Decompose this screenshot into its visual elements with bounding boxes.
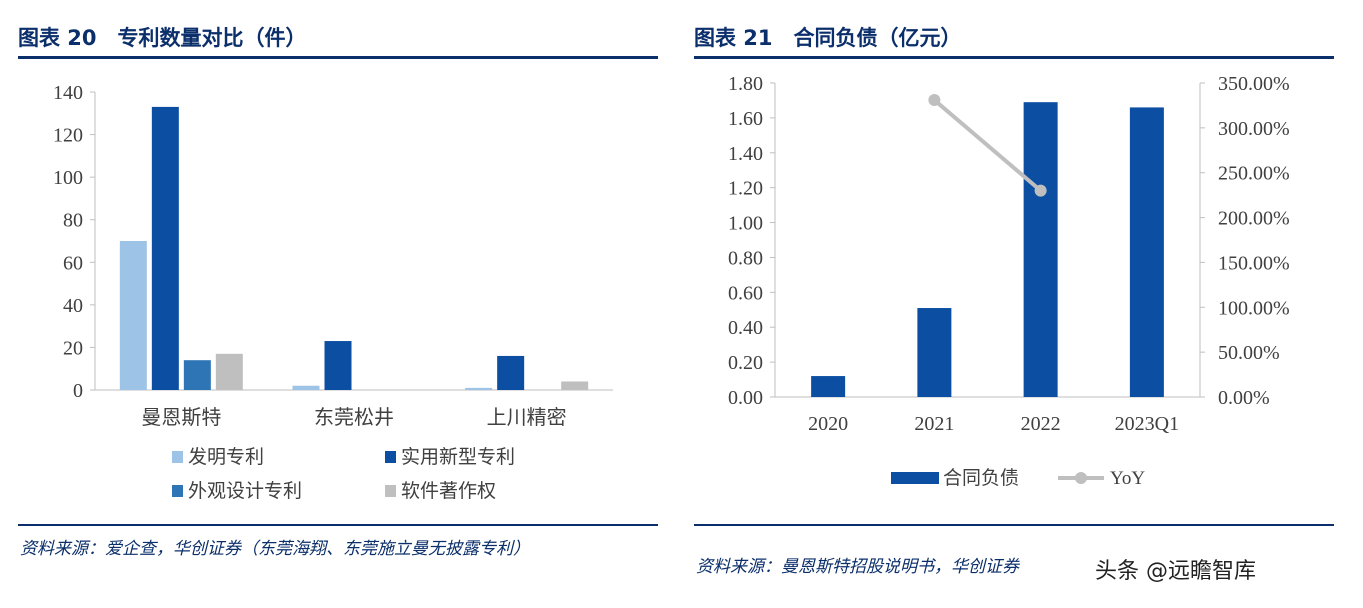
legend-label: 外观设计专利 (188, 480, 302, 502)
right-source-rule (694, 524, 1334, 526)
x-tick-label: 2021 (914, 413, 954, 435)
y-tick-label: 1.00 (728, 213, 763, 235)
bar-2 (151, 106, 179, 391)
bar (1023, 102, 1058, 397)
y-tick-label: 0.60 (728, 282, 763, 304)
bar (811, 376, 846, 397)
legend-label: 发明专利 (188, 446, 264, 468)
bar-4 (215, 353, 243, 390)
y-tick-label: 1.20 (728, 178, 763, 200)
left-source-rule (18, 524, 658, 526)
yoy-point (928, 94, 941, 107)
y2-tick-label: 350.00% (1218, 73, 1290, 95)
legend-label: YoY (1110, 468, 1145, 489)
legend-label: 实用新型专利 (401, 446, 515, 468)
y-tick-label: 0.00 (728, 387, 763, 409)
left-chart-title: 图表 20 专利数量对比（件） (18, 26, 307, 50)
legend-swatch (172, 451, 183, 463)
x-tick-label: 上川精密 (487, 406, 567, 429)
y-tick-label: 20 (63, 337, 83, 359)
y-tick-label: 80 (63, 210, 83, 232)
right-chart-title: 图表 21 合同负债（亿元） (694, 26, 962, 50)
left-title-rule (18, 56, 658, 59)
yoy-point (1034, 184, 1047, 197)
y-tick-label: 40 (63, 295, 83, 317)
y-tick-label: 100 (53, 167, 83, 189)
right-title-rule (694, 56, 1334, 59)
bar-1 (119, 241, 147, 390)
y2-tick-label: 0.00% (1218, 387, 1270, 409)
x-tick-label: 东莞松井 (314, 406, 394, 429)
right-source: 资料来源：曼恩斯特招股说明书，华创证券 (696, 557, 1019, 577)
x-tick-label: 2020 (808, 413, 848, 435)
bar-1 (465, 387, 493, 390)
legend-swatch (385, 451, 396, 463)
y2-tick-label: 150.00% (1218, 252, 1290, 274)
bar (1129, 107, 1164, 397)
yoy-line (933, 98, 1042, 193)
legend-swatch (172, 485, 183, 497)
legend-swatch-bar (891, 472, 939, 484)
legend-swatch (385, 485, 396, 497)
y-tick-label: 1.80 (728, 73, 763, 95)
x-tick-label: 2023Q1 (1115, 413, 1179, 435)
watermark: 头条 @远瞻智库 (1095, 553, 1256, 585)
left-source: 资料来源：爱企查，华创证券（东莞海翔、东莞施立曼无披露专利） (20, 539, 530, 559)
y-tick-label: 140 (53, 82, 83, 104)
bar-3 (183, 360, 211, 390)
y2-tick-label: 250.00% (1218, 163, 1290, 185)
legend-label: 合同负债 (943, 467, 1019, 489)
y2-tick-label: 100.00% (1218, 297, 1290, 319)
y-tick-label: 1.60 (728, 108, 763, 130)
y-tick-label: 0.40 (728, 317, 763, 339)
y2-tick-label: 200.00% (1218, 208, 1290, 230)
x-tick-label: 2022 (1021, 413, 1061, 435)
y-tick-label: 60 (63, 252, 83, 274)
y-tick-label: 0 (73, 380, 83, 402)
bar-4 (561, 381, 589, 390)
y-tick-label: 0.20 (728, 352, 763, 374)
legend-swatch-marker (1075, 472, 1087, 484)
legend-label: 软件著作权 (401, 480, 496, 502)
y-tick-label: 1.40 (728, 143, 763, 165)
bar-1 (292, 385, 320, 390)
bar (917, 308, 952, 397)
bar-2 (324, 341, 352, 390)
y-tick-label: 120 (53, 125, 83, 147)
x-tick-label: 曼恩斯特 (141, 406, 221, 429)
y2-tick-label: 300.00% (1218, 118, 1290, 140)
y-tick-label: 0.80 (728, 247, 763, 269)
y2-tick-label: 50.00% (1218, 342, 1280, 364)
bar-2 (497, 355, 525, 390)
